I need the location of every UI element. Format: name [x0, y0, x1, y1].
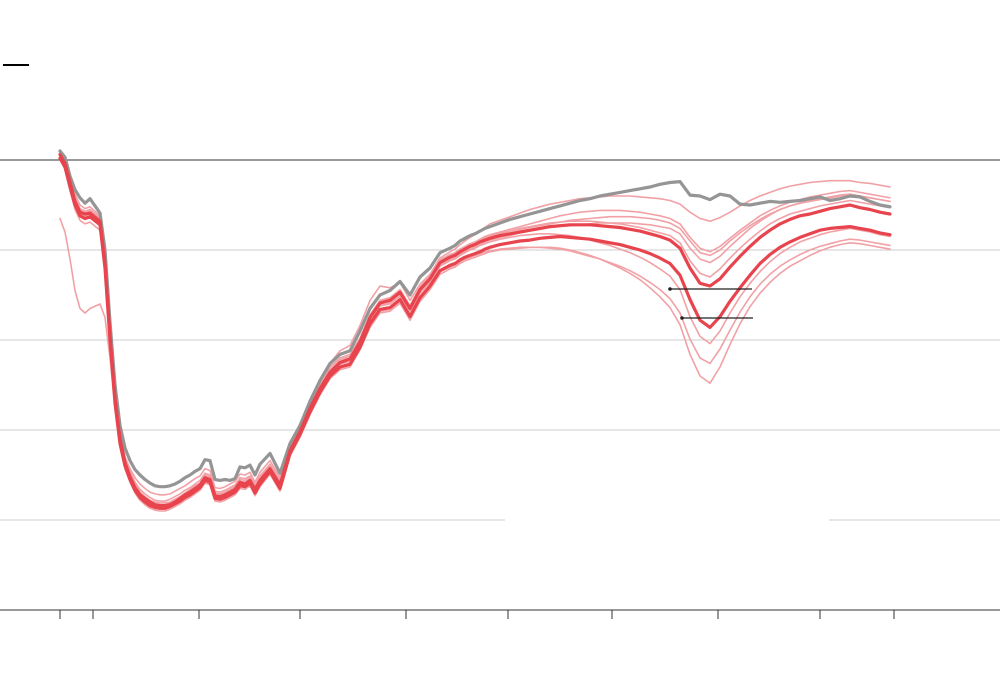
annotation-leader-dot-upper: [668, 287, 672, 291]
other-series-line-5: [59, 154, 891, 508]
other-series-line-0: [59, 193, 891, 496]
other-series-line-2: [59, 152, 891, 504]
other-series-line-7: [59, 152, 891, 506]
highlight-series-group: [58, 153, 892, 510]
annotations: [668, 287, 753, 320]
other-series-line-3: [59, 155, 891, 509]
x-axis: [0, 609, 1000, 619]
other-series-line-1: [59, 158, 891, 512]
highlight-series-line-1: [58, 153, 892, 508]
reference-series-line-0: [58, 149, 892, 489]
other-series-group: [59, 150, 891, 512]
highlight-series-line-0: [58, 156, 892, 510]
reference-series-group: [58, 149, 892, 489]
gridlines: [0, 159, 1000, 521]
annotation-leader-dot-lower: [680, 316, 684, 320]
other-series-line-6: [59, 156, 891, 511]
